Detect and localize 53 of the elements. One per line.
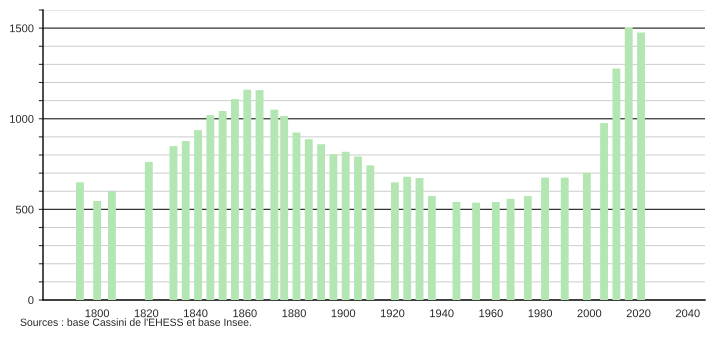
bar (366, 165, 374, 300)
bar (169, 146, 178, 300)
x-tick-label: 2000 (578, 309, 602, 318)
bar (144, 162, 153, 300)
bar (416, 178, 424, 300)
x-tick-label: 1860 (233, 309, 257, 318)
bar (108, 191, 116, 300)
bar (600, 123, 608, 300)
bar (256, 90, 264, 300)
bar (524, 196, 532, 300)
x-tick-label: 1960 (479, 309, 503, 318)
bar (304, 139, 313, 300)
bar (541, 178, 549, 300)
bar (243, 90, 252, 300)
bar (329, 154, 338, 300)
x-tick-label: 1900 (332, 309, 356, 318)
bar (492, 202, 500, 300)
bar (206, 115, 214, 300)
bar (390, 182, 399, 300)
bar (292, 132, 300, 300)
bar (428, 196, 436, 300)
bar (93, 201, 102, 300)
bar (218, 110, 227, 300)
x-tick-label: 1920 (380, 309, 404, 318)
x-tick-label: 1980 (528, 309, 552, 318)
bar (76, 182, 84, 300)
bar (582, 172, 591, 300)
bar (624, 27, 633, 300)
y-tick-label: 500 (16, 206, 34, 214)
x-tick-label: 2040 (676, 309, 700, 318)
x-tick-label: 1800 (86, 309, 110, 318)
x-tick-label: 1820 (134, 309, 158, 318)
bar (194, 130, 202, 300)
bar (354, 156, 362, 300)
x-tick-label: 1880 (282, 309, 306, 318)
y-tick-label: 0 (28, 296, 34, 304)
bar (317, 144, 326, 300)
x-tick-label: 2020 (626, 309, 650, 318)
y-tick-label: 1000 (10, 115, 34, 123)
bar (560, 178, 569, 300)
y-tick-label: 1500 (10, 24, 34, 32)
x-tick-label: 1840 (184, 309, 208, 318)
bar (452, 202, 460, 300)
bar (403, 176, 412, 300)
bar (342, 152, 350, 300)
bar (182, 141, 190, 300)
bar (472, 202, 480, 300)
bar (506, 198, 515, 300)
x-tick-label: 1940 (430, 309, 454, 318)
bar (231, 99, 239, 300)
source-note: Sources : base Cassini de l'EHESS et base Insee. (20, 318, 251, 326)
bar (612, 68, 620, 300)
bar (637, 32, 645, 300)
